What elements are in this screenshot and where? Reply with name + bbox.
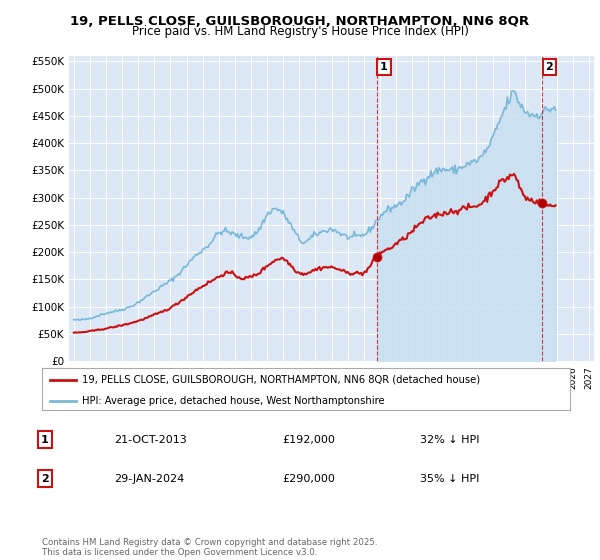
Text: 29-JAN-2024: 29-JAN-2024 xyxy=(114,474,184,484)
Text: £290,000: £290,000 xyxy=(282,474,335,484)
Text: £192,000: £192,000 xyxy=(282,435,335,445)
Text: 35% ↓ HPI: 35% ↓ HPI xyxy=(420,474,479,484)
Text: 19, PELLS CLOSE, GUILSBOROUGH, NORTHAMPTON, NN6 8QR: 19, PELLS CLOSE, GUILSBOROUGH, NORTHAMPT… xyxy=(70,15,530,28)
Text: Contains HM Land Registry data © Crown copyright and database right 2025.
This d: Contains HM Land Registry data © Crown c… xyxy=(42,538,377,557)
Text: 2: 2 xyxy=(41,474,49,484)
Text: 2: 2 xyxy=(545,62,553,72)
Text: 1: 1 xyxy=(41,435,49,445)
Text: HPI: Average price, detached house, West Northamptonshire: HPI: Average price, detached house, West… xyxy=(82,396,384,405)
Text: 19, PELLS CLOSE, GUILSBOROUGH, NORTHAMPTON, NN6 8QR (detached house): 19, PELLS CLOSE, GUILSBOROUGH, NORTHAMPT… xyxy=(82,375,480,385)
Text: 21-OCT-2013: 21-OCT-2013 xyxy=(114,435,187,445)
Text: 1: 1 xyxy=(380,62,388,72)
Text: Price paid vs. HM Land Registry's House Price Index (HPI): Price paid vs. HM Land Registry's House … xyxy=(131,25,469,38)
Text: 32% ↓ HPI: 32% ↓ HPI xyxy=(420,435,479,445)
